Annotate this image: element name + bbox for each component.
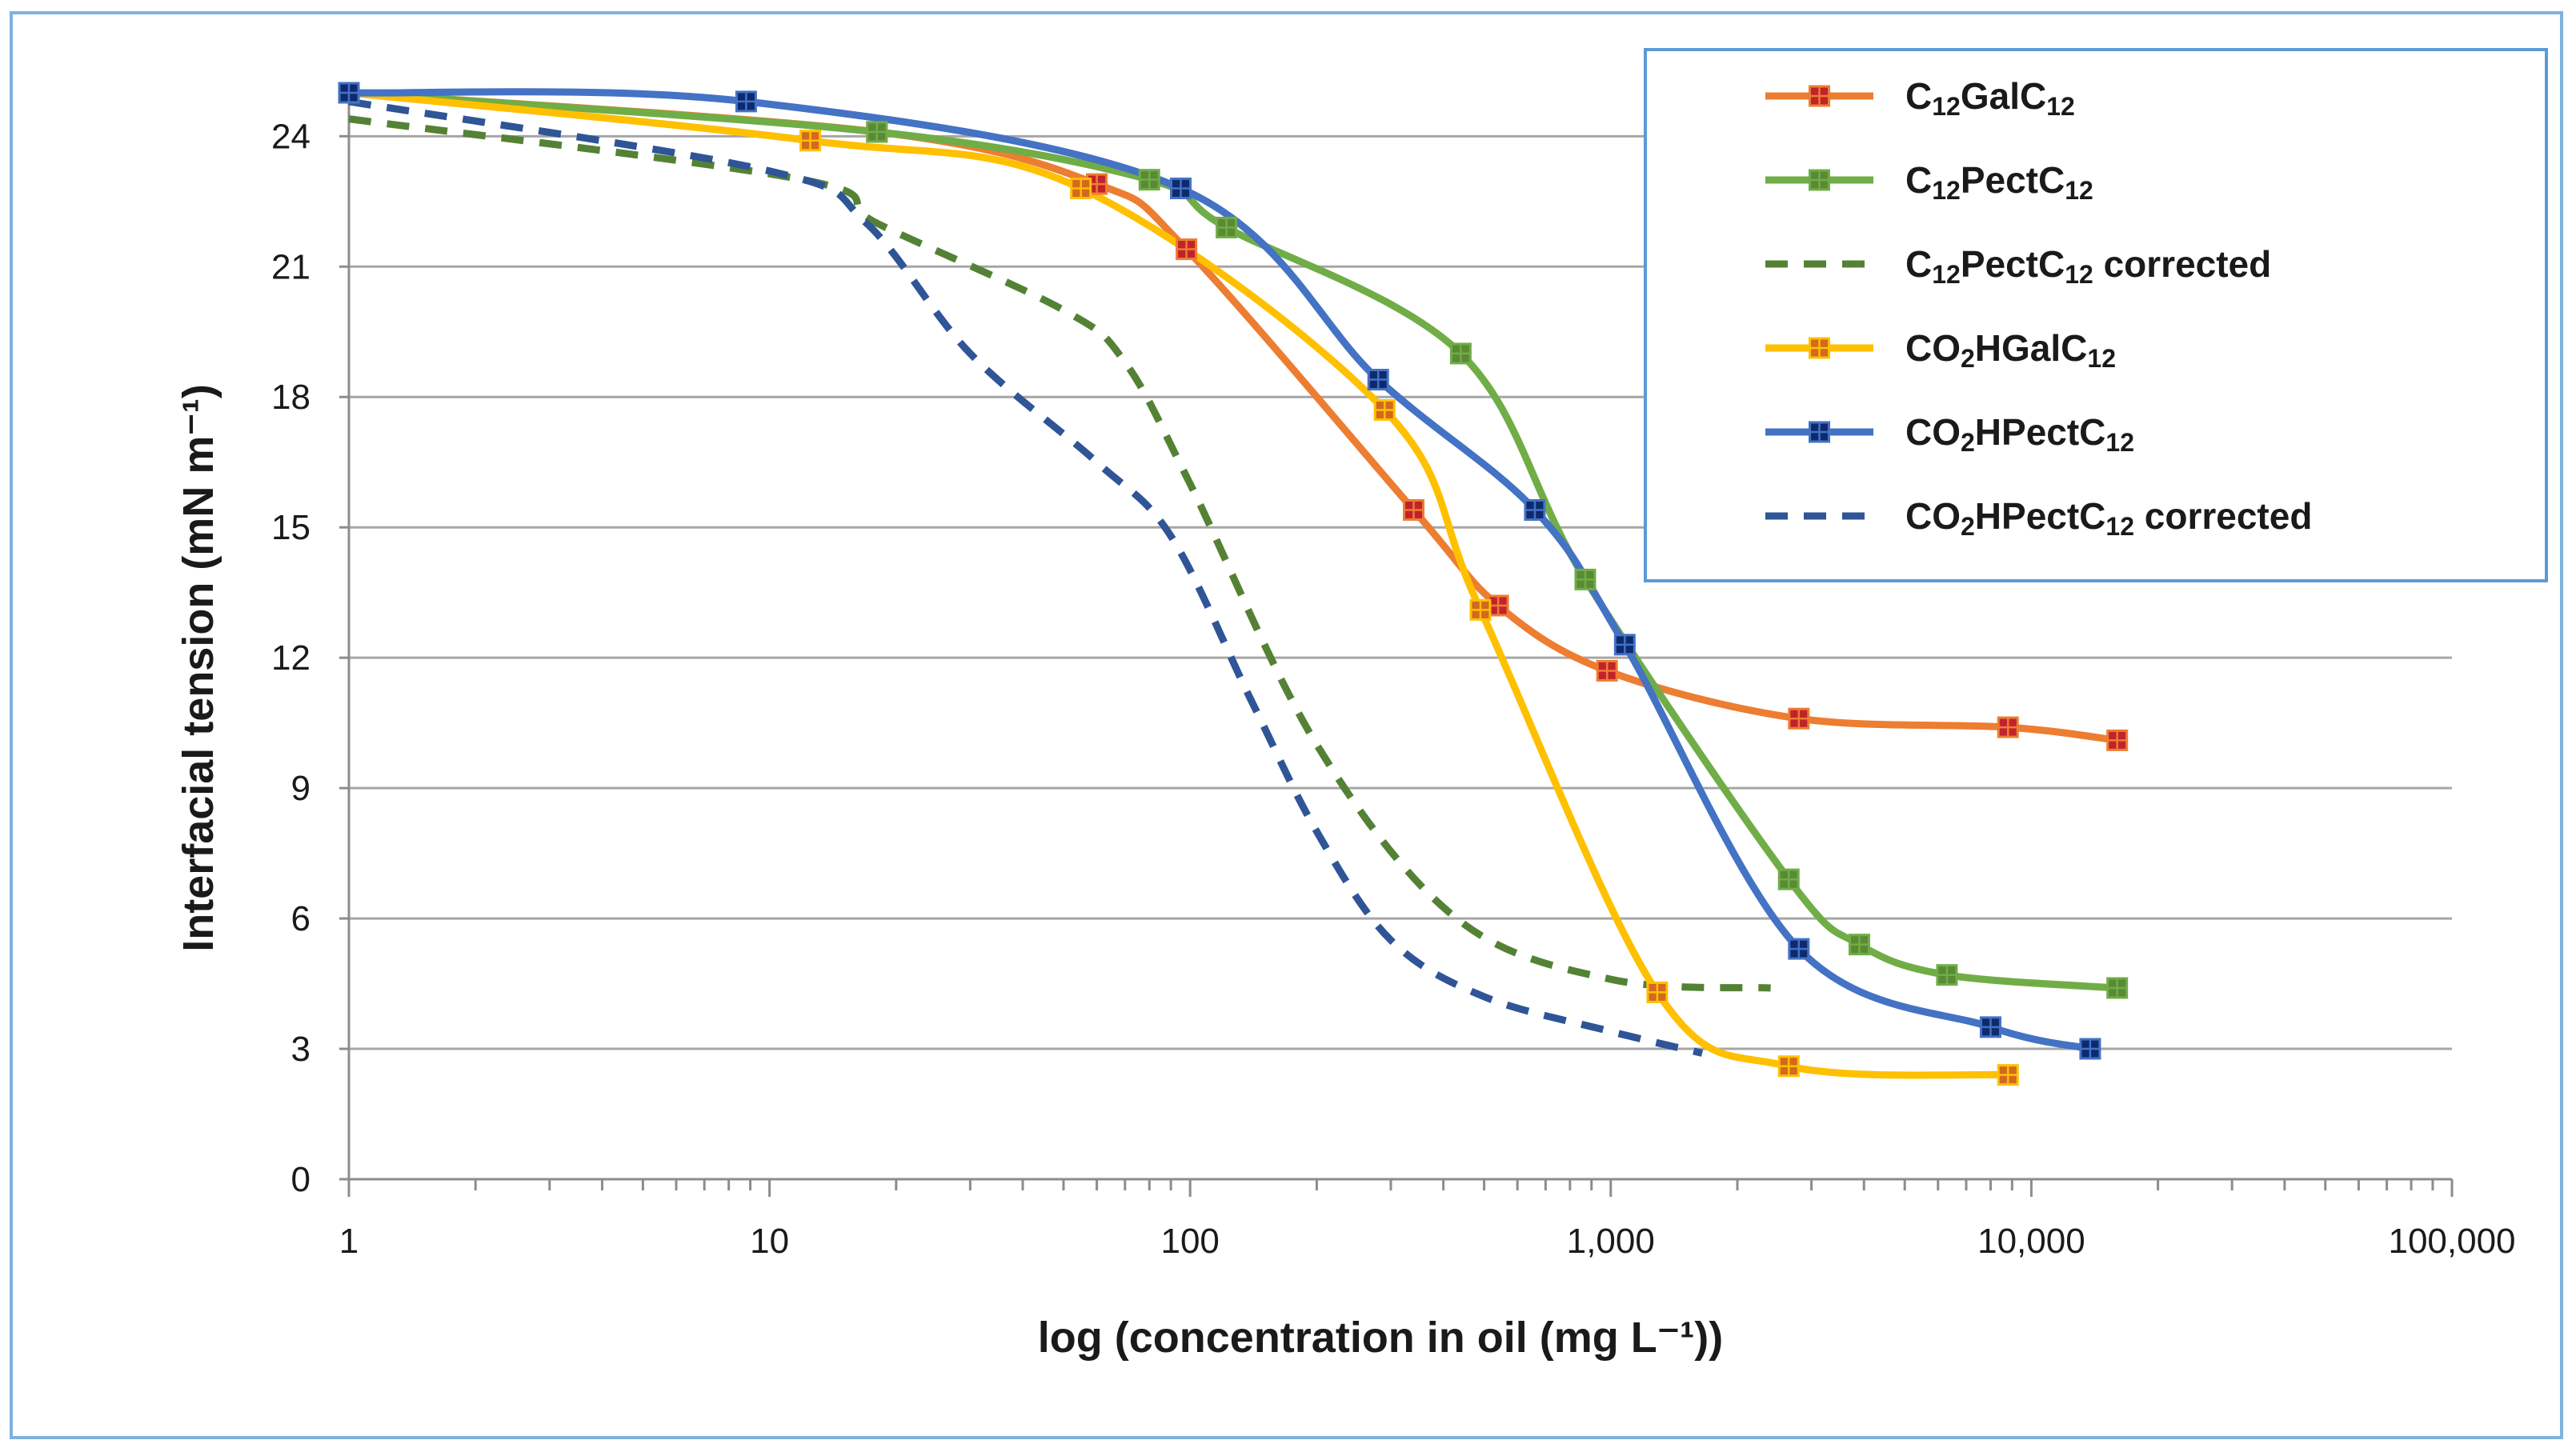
data-point-marker xyxy=(2106,977,2129,999)
x-tick-label: 10 xyxy=(750,1222,789,1261)
data-point-marker xyxy=(1469,598,1492,621)
y-tick-label: 18 xyxy=(271,378,310,417)
data-point-marker xyxy=(338,82,360,104)
series-markers xyxy=(338,82,2129,1086)
data-point-marker xyxy=(1403,498,1425,521)
data-point-marker xyxy=(1216,216,1238,238)
x-axis-title: log (concentration in oil (mg L⁻¹)) xyxy=(1038,1314,1723,1362)
x-tick-label: 100,000 xyxy=(2388,1222,2515,1261)
legend-label: C12PectC12 xyxy=(1905,159,2093,205)
data-point-marker xyxy=(1997,716,2019,738)
data-point-marker xyxy=(1936,964,1958,986)
data-point-marker xyxy=(1176,238,1198,261)
data-point-marker xyxy=(1070,178,1092,200)
data-point-marker xyxy=(2079,1038,2101,1060)
y-tick-label: 6 xyxy=(291,899,310,938)
data-point-marker xyxy=(1788,707,1810,730)
data-point-marker xyxy=(1777,868,1800,890)
x-tick-label: 100 xyxy=(1160,1222,1219,1261)
data-point-marker xyxy=(799,130,822,152)
y-tick-label: 15 xyxy=(271,508,310,547)
x-tick-label: 1,000 xyxy=(1567,1222,1655,1261)
legend: C12GalC12 C12PectC12 C12PectC12 corrected C… xyxy=(1644,48,2548,582)
legend-label: CO2HPectC12 xyxy=(1905,411,2134,457)
data-point-marker xyxy=(1169,178,1192,200)
legend-marker xyxy=(1809,337,1830,359)
legend-label: CO2HGalC12 xyxy=(1905,327,2116,373)
legend-marker xyxy=(1809,85,1830,107)
data-point-marker xyxy=(735,90,757,113)
legend-label: C12GalC12 xyxy=(1905,75,2075,121)
x-tick-label: 1 xyxy=(339,1222,359,1261)
y-tick-label: 0 xyxy=(291,1160,310,1199)
y-tick-label: 24 xyxy=(271,117,310,156)
interfacial-tension-chart: 0 3 6 9 12 15 18 21 24 1 10 100 1,000 10,000 100,000 C… xyxy=(174,48,2548,1362)
data-point-marker xyxy=(1138,169,1160,191)
y-tick-label: 12 xyxy=(271,638,310,678)
y-tick-label: 9 xyxy=(291,769,310,808)
y-tick-label: 21 xyxy=(271,247,310,286)
data-point-marker xyxy=(1574,568,1596,590)
data-point-marker xyxy=(1487,594,1509,617)
data-point-marker xyxy=(1848,934,1870,956)
legend-label: C12PectC12 corrected xyxy=(1905,243,2271,289)
data-point-marker xyxy=(1449,342,1472,365)
data-point-marker xyxy=(1613,634,1636,656)
data-point-marker xyxy=(1596,659,1618,682)
data-point-marker xyxy=(1367,369,1389,391)
data-point-marker xyxy=(1777,1055,1800,1078)
data-point-marker xyxy=(1373,399,1396,422)
series-line-2 xyxy=(348,115,1771,992)
data-point-marker xyxy=(866,121,888,143)
x-tick-label: 10,000 xyxy=(1977,1222,2085,1261)
legend-box xyxy=(1644,48,2548,582)
legend-marker xyxy=(1809,169,1830,191)
legend-label: CO2HPectC12 corrected xyxy=(1905,495,2312,541)
chart-frame: 0 3 6 9 12 15 18 21 24 1 10 100 1,000 10,000 100,000 C… xyxy=(10,11,2563,1439)
series-line-5 xyxy=(348,98,1704,1057)
data-point-marker xyxy=(1979,1016,2001,1038)
data-point-marker xyxy=(1788,938,1810,960)
legend-marker xyxy=(1809,421,1830,443)
y-axis-title: Interfacial tension (mN m⁻¹) xyxy=(174,384,222,952)
series-line-4 xyxy=(345,88,2094,1053)
data-point-marker xyxy=(2106,729,2129,751)
y-tick-label: 3 xyxy=(291,1030,310,1069)
data-point-marker xyxy=(1646,981,1669,1003)
axes: 0 3 6 9 12 15 18 21 24 1 10 100 1,000 10,000 100,000 xyxy=(271,85,2516,1261)
data-point-marker xyxy=(1997,1064,2019,1086)
data-point-marker xyxy=(1524,498,1546,521)
